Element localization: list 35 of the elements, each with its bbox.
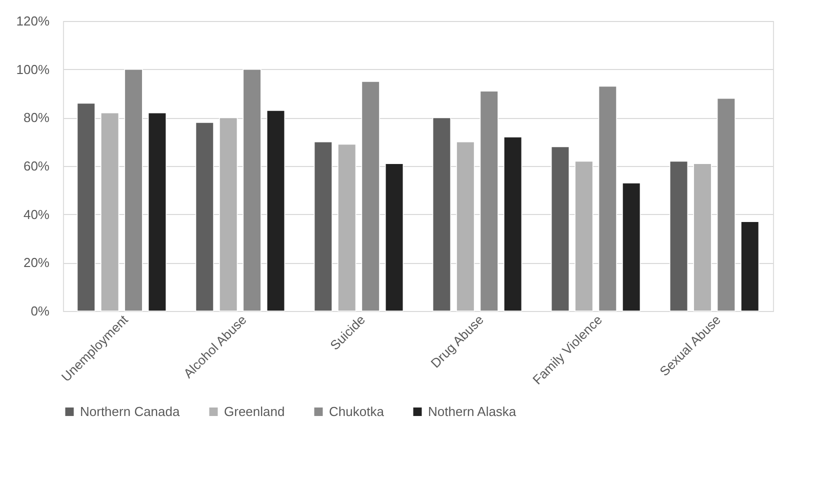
legend-label: Greenland <box>224 404 285 419</box>
bar <box>550 146 570 312</box>
bar <box>361 81 380 312</box>
y-tick-label: 20% <box>23 255 50 270</box>
y-tick-label: 0% <box>30 304 50 318</box>
y-tick-label: 120% <box>16 14 50 28</box>
bar <box>124 68 143 312</box>
y-tick-label: 100% <box>16 62 50 77</box>
bar <box>480 90 498 312</box>
legend-label: Chukotka <box>329 404 385 419</box>
bar <box>669 160 688 312</box>
bar <box>504 136 522 312</box>
bar <box>219 117 238 312</box>
bar <box>693 163 712 312</box>
legend-label: Nothern Alaska <box>428 404 517 419</box>
bar <box>76 102 96 312</box>
bar <box>385 163 404 312</box>
y-tick-label: 80% <box>23 110 50 126</box>
bar <box>242 68 262 312</box>
legend-label: Northern Canada <box>80 404 180 419</box>
bar <box>456 141 475 312</box>
bar <box>314 141 332 312</box>
bar <box>574 160 594 312</box>
bar <box>598 86 617 312</box>
y-tick-label: 40% <box>23 206 50 222</box>
bar <box>338 144 356 312</box>
bar <box>100 112 120 312</box>
bar <box>432 117 451 312</box>
bar <box>740 221 760 312</box>
y-tick-label: 60% <box>23 158 50 174</box>
bar <box>716 98 736 312</box>
bar <box>266 110 286 312</box>
bar <box>148 112 167 312</box>
bar <box>622 182 641 312</box>
bar <box>195 122 214 312</box>
